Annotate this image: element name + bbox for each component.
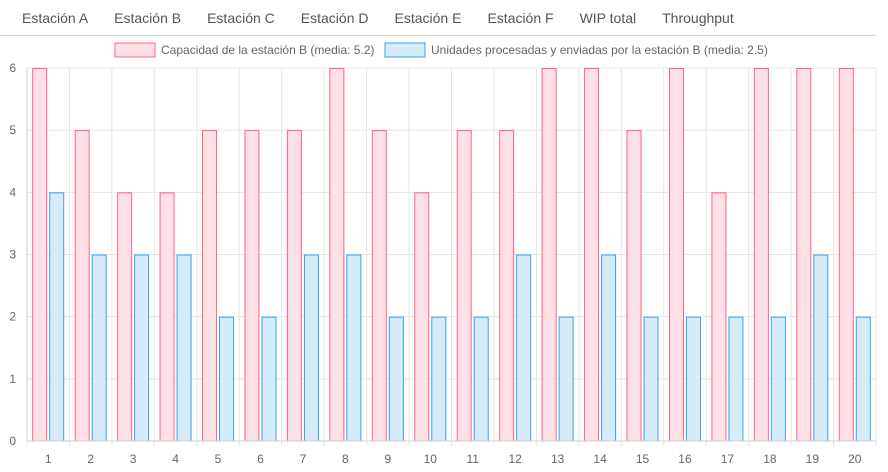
processed-bar xyxy=(473,316,489,442)
capacity-bar xyxy=(244,130,260,442)
x-tick-label: 1 xyxy=(45,452,52,466)
legend-swatch-capacity xyxy=(114,42,156,58)
capacity-bar xyxy=(286,130,302,442)
x-tick-label: 13 xyxy=(551,452,565,466)
processed-bar xyxy=(516,254,532,442)
capacity-bar xyxy=(329,68,345,442)
legend-swatch-processed xyxy=(384,42,426,58)
processed-bar xyxy=(431,316,447,442)
tab-estacion-b[interactable]: Estación B xyxy=(114,9,182,26)
x-tick-label: 10 xyxy=(424,452,438,466)
tab-estacion-d[interactable]: Estación D xyxy=(300,9,369,26)
legend: Capacidad de la estación B (media: 5.2) … xyxy=(114,42,768,58)
processed-bar xyxy=(134,254,150,442)
x-tick-label: 7 xyxy=(300,452,307,466)
capacity-bar xyxy=(584,68,600,442)
legend-label-capacity: Capacidad de la estación B (media: 5.2) xyxy=(161,43,374,57)
y-tick-label: 1 xyxy=(9,372,16,386)
y-tick-label: 0 xyxy=(9,434,16,448)
capacity-bar xyxy=(371,130,387,442)
x-tick-label: 6 xyxy=(257,452,264,466)
tab-throughput[interactable]: Throughput xyxy=(662,9,734,26)
capacity-bar xyxy=(626,130,642,442)
grid xyxy=(26,67,877,446)
x-tick-label: 3 xyxy=(130,452,137,466)
processed-bar xyxy=(813,254,829,442)
y-tick-label: 4 xyxy=(9,185,16,199)
x-tick-label: 11 xyxy=(466,452,479,466)
x-tick-label: 5 xyxy=(215,452,222,466)
capacity-bar xyxy=(117,192,133,442)
processed-bar xyxy=(176,254,192,442)
tab-bar: Estación A Estación B Estación C Estació… xyxy=(0,0,876,36)
capacity-bar xyxy=(753,68,769,442)
x-tick-label: 19 xyxy=(806,452,820,466)
capacity-bar xyxy=(74,130,90,442)
x-tick-label: 2 xyxy=(87,452,94,466)
bar-chart: Capacidad de la estación B (media: 5.2) … xyxy=(9,42,877,466)
x-tick-label: 8 xyxy=(342,452,349,466)
x-tick-label: 16 xyxy=(678,452,692,466)
y-tick-label: 5 xyxy=(9,123,16,137)
y-tick-label: 3 xyxy=(9,248,16,262)
processed-bar xyxy=(219,316,235,442)
capacity-bar xyxy=(796,68,812,442)
processed-bar xyxy=(685,316,701,442)
processed-bar xyxy=(558,316,574,442)
x-tick-label: 18 xyxy=(763,452,777,466)
capacity-bar xyxy=(838,68,854,442)
capacity-bar xyxy=(541,68,557,442)
processed-bar xyxy=(49,192,65,442)
processed-bar xyxy=(601,254,617,442)
processed-bar xyxy=(643,316,659,442)
tab-estacion-a[interactable]: Estación A xyxy=(22,9,89,26)
processed-bar xyxy=(388,316,404,442)
processed-bar xyxy=(261,316,277,442)
tab-wip-total[interactable]: WIP total xyxy=(579,9,637,26)
capacity-bar xyxy=(159,192,175,442)
tab-estacion-e[interactable]: Estación E xyxy=(394,9,462,26)
processed-bar xyxy=(770,316,786,442)
processed-bar xyxy=(346,254,362,442)
x-tick-label: 15 xyxy=(636,452,650,466)
processed-bar xyxy=(91,254,107,442)
processed-bar xyxy=(303,254,319,442)
capacity-bar xyxy=(202,130,218,442)
bars xyxy=(32,68,871,442)
x-tick-label: 9 xyxy=(384,452,391,466)
capacity-bar xyxy=(499,130,515,442)
capacity-bar xyxy=(32,68,48,442)
x-tick-label: 17 xyxy=(721,452,735,466)
x-tick-label: 12 xyxy=(508,452,522,466)
x-tick-label: 20 xyxy=(848,452,862,466)
tab-estacion-f[interactable]: Estación F xyxy=(487,9,554,26)
x-tick-label: 14 xyxy=(593,452,607,466)
processed-bar xyxy=(855,316,871,442)
y-tick-label: 6 xyxy=(9,61,16,75)
legend-label-processed: Unidades procesadas y enviadas por la es… xyxy=(431,43,768,57)
capacity-bar xyxy=(668,68,684,442)
y-tick-label: 2 xyxy=(9,310,16,324)
processed-bar xyxy=(728,316,744,442)
capacity-bar xyxy=(456,130,472,442)
tab-estacion-c[interactable]: Estación C xyxy=(207,9,275,26)
x-tick-label: 4 xyxy=(172,452,179,466)
capacity-bar xyxy=(414,192,430,442)
capacity-bar xyxy=(711,192,727,442)
